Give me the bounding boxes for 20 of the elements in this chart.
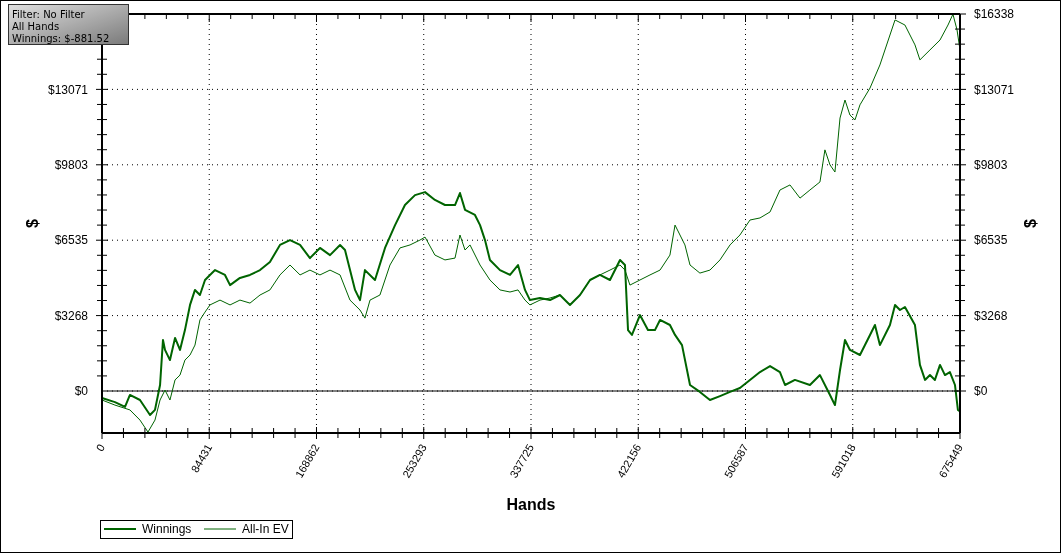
y-axis-title: $ — [23, 218, 41, 228]
legend-label: All-In EV — [242, 522, 289, 537]
y2-tick-label: $6535 — [974, 233, 1008, 248]
y2-tick-label: $3268 — [974, 308, 1008, 323]
y-tick-label: $13071 — [47, 82, 89, 97]
text: Filter: No Filter — [12, 8, 86, 20]
legend-label: Winnings — [142, 522, 192, 537]
y2-tick-label: $13071 — [974, 82, 1015, 97]
annotation: Winnings: $-881.52 — [12, 32, 110, 44]
x-tick-label: 0 — [93, 441, 108, 454]
y2-tick-label: $0 — [974, 384, 988, 399]
x-axis-title: Hands — [506, 496, 556, 513]
y-tick-label: $0 — [74, 384, 89, 399]
y2-tick-label: $16338 — [974, 7, 1015, 22]
text: All Hands — [12, 20, 60, 32]
y-tick-label: $9803 — [54, 158, 89, 172]
y2-axis-title: $ — [1021, 218, 1039, 228]
y-tick-label: $6535 — [54, 233, 89, 248]
y2-tick-label: $9803 — [974, 158, 1008, 172]
y-tick-label: $3268 — [54, 308, 89, 323]
